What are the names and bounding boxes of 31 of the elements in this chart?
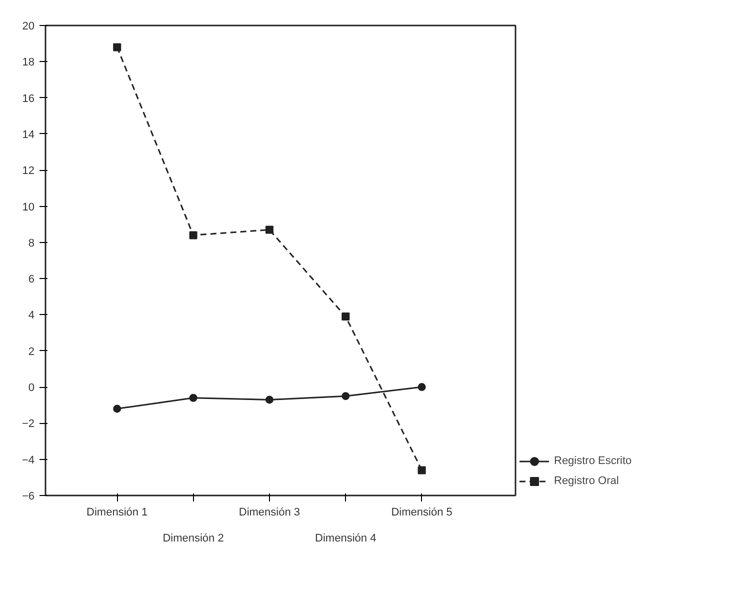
y-tick-label: 20 bbox=[22, 20, 35, 32]
point bbox=[342, 392, 350, 400]
point bbox=[342, 312, 350, 321]
y-tick-label: 18 bbox=[22, 56, 35, 69]
x-tick-label: Dimensión 3 bbox=[238, 506, 300, 518]
y-tick-label: 10 bbox=[22, 201, 35, 214]
y-tick-label: 4 bbox=[28, 310, 35, 322]
y-tick-label: 12 bbox=[22, 165, 35, 178]
y-tick-label: 14 bbox=[22, 128, 35, 141]
point bbox=[265, 226, 274, 234]
point bbox=[189, 231, 198, 240]
y-tick-label: 16 bbox=[22, 92, 35, 105]
point bbox=[265, 396, 274, 404]
point bbox=[113, 404, 122, 413]
x-tick-label: Dimensión 1 bbox=[86, 506, 148, 518]
y-tick-label: −4 bbox=[22, 454, 35, 466]
y-tick-label: 2 bbox=[28, 346, 35, 358]
y-tick-label: −6 bbox=[22, 490, 35, 502]
legend-label: Registro Escrito bbox=[554, 455, 632, 467]
y-tick-label: 0 bbox=[28, 382, 35, 394]
y-tick-label: −2 bbox=[22, 418, 35, 430]
legend-label: Registro Oral bbox=[554, 475, 619, 487]
point bbox=[113, 43, 122, 52]
x-tick-label: Dimensión 5 bbox=[391, 506, 452, 518]
point bbox=[418, 383, 426, 392]
point bbox=[189, 394, 198, 402]
x-tick-label: Dimensión 2 bbox=[162, 532, 224, 544]
y-tick-label: 8 bbox=[28, 237, 35, 250]
x-tick-label: Dimensión 4 bbox=[315, 532, 376, 544]
point bbox=[418, 466, 426, 474]
y-tick-label: 6 bbox=[28, 274, 35, 286]
